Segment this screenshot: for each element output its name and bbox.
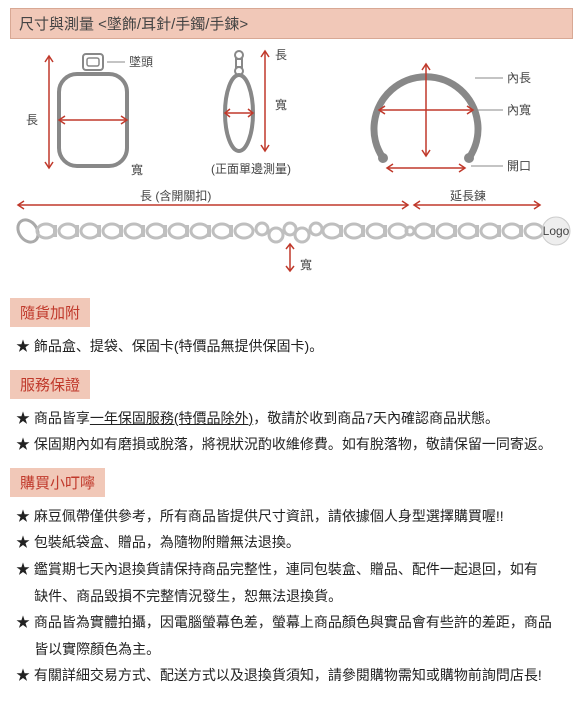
pendant-width-label: 寬 (131, 162, 143, 177)
section-body: ★ 麻豆佩帶僅供參考，所有商品皆提供尺寸資訊，請依據個人身型選擇購買喔!!★ 包… (10, 503, 573, 689)
sections-container: 隨貨加附 ★ 飾品盒、提袋、保固卡(特價品無提供保固卡)。服務保證 ★ 商品皆享一年… (10, 292, 573, 689)
bangle-diagram: 內長 內寬 開口 (353, 48, 563, 183)
bullet-line: 皆以實際顏色為主。 (16, 636, 567, 663)
earring-width-label: 寬 (275, 97, 287, 112)
section-header: 購買小叮嚀 (10, 468, 105, 497)
chain-length-label: 長 (含開關扣) (140, 189, 211, 203)
bullet-line: ★ 麻豆佩帶僅供參考，所有商品皆提供尺寸資訊，請依據個人身型選擇購買喔!! (16, 503, 567, 530)
bullet-line: ★ 商品皆為實體拍攝，因電腦螢幕色差，螢幕上商品顏色與實品會有些許的差距，商品 (16, 609, 567, 636)
pendant-diagram: 墜頭 長 寬 (21, 50, 166, 180)
section-header: 服務保證 (10, 370, 90, 399)
pendant-length-label: 長 (26, 113, 38, 127)
bullet-line: ★ 包裝紙袋盒、贈品，為隨物附贈無法退換。 (16, 529, 567, 556)
section-header: 隨貨加附 (10, 298, 90, 327)
chain-ext-label: 延長鍊 (450, 189, 486, 203)
earring-length-label: 長 (275, 48, 287, 62)
bullet-line: ★ 飾品盒、提袋、保固卡(特價品無提供保固卡)。 (16, 333, 567, 360)
chain-width-label: 寬 (300, 257, 312, 272)
section-body: ★ 商品皆享一年保固服務(特價品除外)，敬請於收到商品7天內確認商品狀態。★ 保… (10, 405, 573, 458)
bangle-innerlen-label: 內長 (507, 71, 531, 85)
section-body: ★ 飾品盒、提袋、保固卡(特價品無提供保固卡)。 (10, 333, 573, 360)
bullet-line: 缺件、商品毀損不完整情況發生，恕無法退換貨。 (16, 583, 567, 610)
chain-logo-label: Logo (543, 224, 570, 238)
earring-note-label: (正面單邊測量) (211, 162, 291, 176)
bullet-line: ★ 鑑賞期七天內退換貨請保持商品完整性，連同包裝盒、贈品、配件一起退回，如有 (16, 556, 567, 583)
bangle-innerwid-label: 內寬 (507, 102, 531, 117)
bullet-line: ★ 商品皆享一年保固服務(特價品除外)，敬請於收到商品7天內確認商品狀態。 (16, 405, 567, 432)
earring-diagram: 長 寬 (正面單邊測量) (187, 45, 332, 185)
bangle-opening-label: 開口 (507, 159, 531, 173)
pendant-top-label: 墜頭 (129, 54, 153, 69)
bullet-line: ★ 有關詳細交易方式、配送方式以及退換貨須知，請參閱購物需知或購物前詢問店長! (16, 662, 567, 689)
page-title: 尺寸與測量 <墜飾/耳針/手鐲/手鍊> (10, 8, 573, 39)
bullet-line: ★ 保固期內如有磨損或脫落，將視狀況酌收維修費。如有脫落物，敬請保留一同寄返。 (16, 431, 567, 458)
top-diagram-row: 墜頭 長 寬 (10, 45, 573, 185)
chain-diagram: 長 (含開關扣) 延長鍊 寬 (10, 189, 573, 282)
